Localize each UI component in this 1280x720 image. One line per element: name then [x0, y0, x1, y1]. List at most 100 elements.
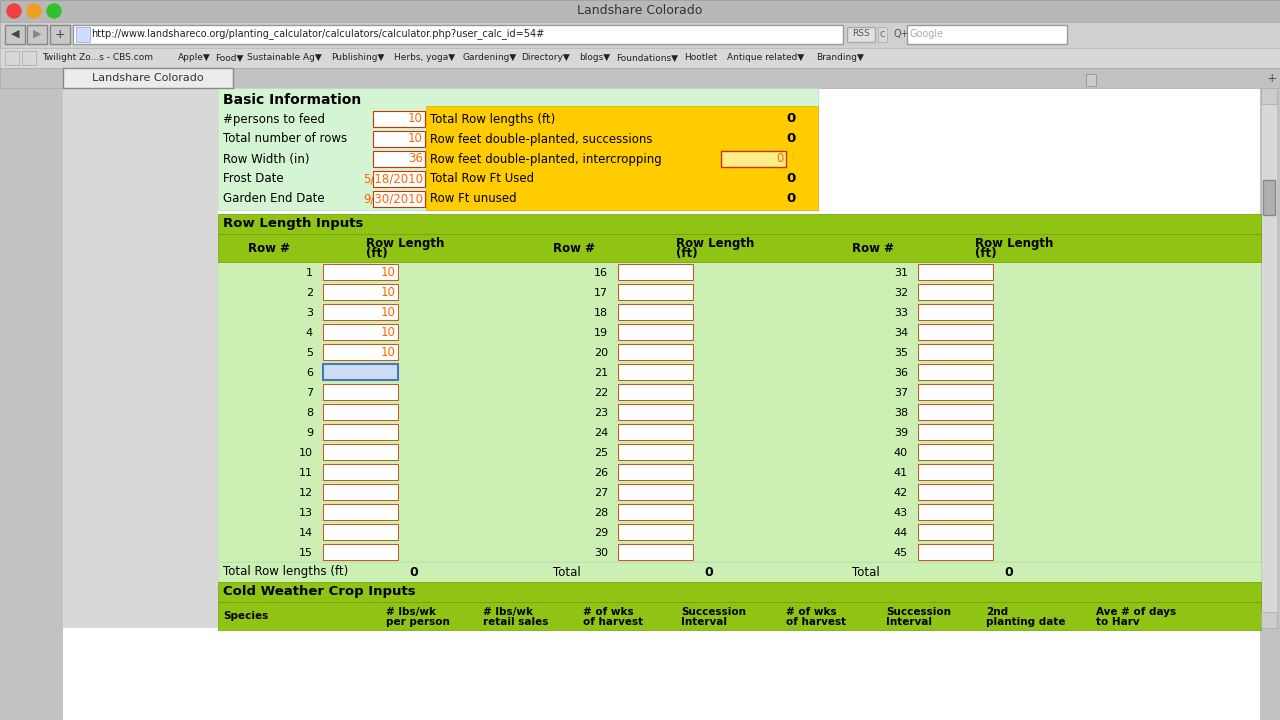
Text: 25: 25 [594, 448, 608, 458]
Bar [218, 582, 1261, 602]
Text: 13: 13 [300, 508, 314, 518]
Text: Garden End Date: Garden End Date [223, 192, 325, 205]
Bar [618, 444, 692, 460]
Text: # lbs/wk: # lbs/wk [387, 607, 436, 617]
Text: 10: 10 [408, 112, 422, 125]
Text: Food▼: Food▼ [215, 53, 243, 63]
Text: planting date: planting date [986, 617, 1065, 627]
Bar [618, 344, 692, 360]
Text: Row Ft unused: Row Ft unused [430, 192, 517, 205]
Text: 28: 28 [594, 508, 608, 518]
Text: Ave # of days: Ave # of days [1096, 607, 1176, 617]
Text: 45: 45 [893, 548, 908, 558]
Circle shape [6, 4, 20, 18]
Text: 0: 0 [787, 112, 796, 125]
Bar [323, 464, 398, 480]
Bar [918, 484, 993, 500]
Bar [76, 27, 90, 42]
Text: 27: 27 [594, 488, 608, 498]
Text: 2: 2 [306, 288, 314, 298]
Text: Succession: Succession [681, 607, 746, 617]
Text: 37: 37 [893, 388, 908, 398]
Bar [618, 284, 692, 300]
Text: Directory▼: Directory▼ [521, 53, 570, 63]
Bar [323, 324, 398, 340]
Bar [372, 171, 425, 187]
Text: Total Row lengths (ft): Total Row lengths (ft) [223, 565, 348, 578]
Bar [323, 344, 398, 360]
Text: Interval: Interval [681, 617, 727, 627]
Text: 43: 43 [893, 508, 908, 518]
Bar [618, 484, 692, 500]
Text: 0: 0 [787, 173, 796, 186]
Text: 4: 4 [306, 328, 314, 338]
Text: 29: 29 [594, 528, 608, 538]
Text: Twilight Zo...s - CBS.com: Twilight Zo...s - CBS.com [42, 53, 154, 63]
Bar [918, 544, 993, 560]
Text: Frost Date: Frost Date [223, 173, 284, 186]
Text: 31: 31 [893, 268, 908, 278]
Text: Sustainable Ag▼: Sustainable Ag▼ [247, 53, 323, 63]
Bar [0, 68, 1280, 88]
Text: 26: 26 [594, 468, 608, 478]
Text: 8: 8 [306, 408, 314, 418]
Text: Row Length: Row Length [975, 238, 1053, 251]
Text: 33: 33 [893, 308, 908, 318]
Text: 18: 18 [594, 308, 608, 318]
Bar [323, 504, 398, 520]
Bar [218, 88, 818, 210]
Text: Succession: Succession [886, 607, 951, 617]
Text: Row #: Row # [852, 241, 893, 254]
Bar [63, 68, 233, 88]
Bar [323, 384, 398, 400]
Bar [1261, 88, 1277, 104]
Bar [218, 562, 1261, 582]
Bar [1261, 88, 1277, 628]
Text: RSS: RSS [852, 30, 870, 38]
Text: (ft): (ft) [366, 248, 388, 261]
Bar [63, 88, 218, 628]
Text: 11: 11 [300, 468, 314, 478]
Bar [323, 424, 398, 440]
Bar [618, 264, 692, 280]
Text: Landshare Colorado: Landshare Colorado [92, 73, 204, 83]
Bar [618, 404, 692, 420]
Text: 19: 19 [594, 328, 608, 338]
Bar [372, 131, 425, 147]
Bar [372, 111, 425, 127]
Text: Total number of rows: Total number of rows [223, 132, 347, 145]
Text: 14: 14 [298, 528, 314, 538]
Text: Row feet double-planted, intercropping: Row feet double-planted, intercropping [430, 153, 662, 166]
Text: 5/18/2010: 5/18/2010 [364, 173, 422, 186]
Text: Apple▼: Apple▼ [178, 53, 211, 63]
Bar [1261, 612, 1277, 628]
Text: Total Row lengths (ft): Total Row lengths (ft) [430, 112, 556, 125]
Text: 9/30/2010: 9/30/2010 [364, 192, 422, 205]
Bar [323, 484, 398, 500]
Text: c: c [879, 29, 884, 39]
Text: (ft): (ft) [676, 248, 698, 261]
Circle shape [47, 4, 61, 18]
Text: of harvest: of harvest [582, 617, 643, 627]
Text: 42: 42 [893, 488, 908, 498]
Text: (ft): (ft) [975, 248, 997, 261]
Text: 5: 5 [306, 348, 314, 358]
Text: ◀: ◀ [10, 29, 19, 39]
Text: Cold Weather Crop Inputs: Cold Weather Crop Inputs [223, 585, 416, 598]
Text: Total: Total [852, 565, 879, 578]
Bar [618, 504, 692, 520]
Text: # of wks: # of wks [786, 607, 837, 617]
Text: 20: 20 [594, 348, 608, 358]
Bar [323, 404, 398, 420]
Bar [918, 524, 993, 540]
Bar [618, 544, 692, 560]
Text: Row Length Inputs: Row Length Inputs [223, 217, 364, 230]
Text: +: + [1266, 71, 1277, 84]
Bar [918, 504, 993, 520]
Text: Interval: Interval [886, 617, 932, 627]
Text: Gardening▼: Gardening▼ [463, 53, 517, 63]
Text: # of wks: # of wks [582, 607, 634, 617]
Bar [918, 264, 993, 280]
Bar [323, 524, 398, 540]
Text: 34: 34 [893, 328, 908, 338]
